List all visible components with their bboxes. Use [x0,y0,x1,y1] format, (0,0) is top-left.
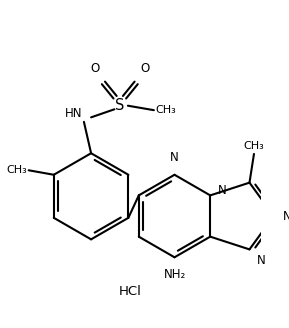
Text: N: N [217,184,226,197]
Text: CH₃: CH₃ [156,105,176,115]
Text: S: S [115,98,125,113]
Text: CH₃: CH₃ [244,141,264,151]
Text: O: O [140,62,149,75]
Text: HN: HN [65,107,82,120]
Text: CH₃: CH₃ [6,165,27,175]
Text: N: N [170,151,179,164]
Text: O: O [90,62,99,75]
Text: NH₂: NH₂ [163,268,186,281]
Text: HCl: HCl [119,285,142,298]
Text: N: N [257,254,265,267]
Text: N: N [283,210,289,222]
